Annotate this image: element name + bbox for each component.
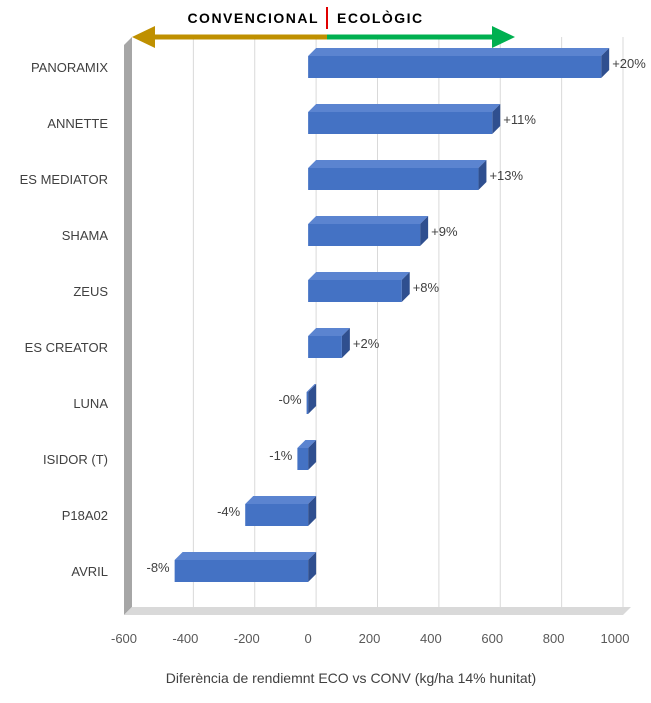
- bar: [308, 104, 501, 134]
- data-label: +9%: [431, 224, 458, 239]
- floor: [124, 607, 631, 615]
- data-label: -1%: [269, 448, 293, 463]
- category-label: P18A02: [62, 508, 108, 523]
- data-labels: +20% +11% +13% +9% +8% +2% -0% -1% -4% -8%: [147, 56, 647, 575]
- bar-top-face: [308, 160, 487, 168]
- bar-top-face: [174, 552, 317, 560]
- x-tick-label: -200: [234, 631, 260, 646]
- bar-front-face: [308, 280, 402, 302]
- header-right-label: ECOLÒGIC: [337, 9, 424, 26]
- bar: [245, 496, 317, 526]
- category-label: PANORAMIX: [31, 60, 108, 75]
- bar-side-face: [308, 552, 317, 582]
- category-label: ISIDOR (T): [43, 452, 108, 467]
- bar-side-face: [492, 104, 501, 134]
- category-label: ES MEDIATOR: [20, 172, 108, 187]
- bars: [174, 48, 610, 582]
- data-label: +20%: [612, 56, 646, 71]
- bar: [308, 48, 610, 78]
- data-label: +11%: [503, 112, 536, 127]
- category-label: ES CREATOR: [25, 340, 108, 355]
- arrow-right-icon: [492, 26, 515, 48]
- bar: [297, 440, 317, 470]
- data-label: +2%: [353, 336, 380, 351]
- bar-top-face: [245, 496, 317, 504]
- bar-side-face: [478, 160, 487, 190]
- x-tick-label: 1000: [601, 631, 630, 646]
- category-label: LUNA: [73, 396, 108, 411]
- bar-side-face: [308, 384, 317, 414]
- bar: [308, 216, 429, 246]
- direction-header: CONVENCIONAL ECOLÒGIC: [132, 7, 515, 48]
- category-labels: PANORAMIX ANNETTE ES MEDIATOR SHAMA ZEUS ES C…: [20, 60, 109, 579]
- arrow-left-icon: [132, 26, 155, 48]
- bar: [308, 328, 350, 358]
- bar-top-face: [308, 328, 350, 336]
- data-label: -4%: [217, 504, 241, 519]
- category-label: ZEUS: [73, 284, 108, 299]
- bar: [308, 160, 487, 190]
- bar: [306, 384, 317, 414]
- x-tick-label: 600: [481, 631, 503, 646]
- bar-front-face: [308, 336, 342, 358]
- bar-side-face: [308, 496, 317, 526]
- x-tick-labels: -600 -400 -200 0 200 400 600 800 1000: [111, 631, 629, 646]
- header-left-label: CONVENCIONAL: [187, 10, 319, 26]
- bar-top-face: [308, 272, 410, 280]
- bar-side-face: [601, 48, 610, 78]
- bar-front-face: [306, 392, 309, 414]
- category-label: ANNETTE: [47, 116, 108, 131]
- bar-front-face: [297, 448, 309, 470]
- category-label: SHAMA: [62, 228, 109, 243]
- x-tick-label: 0: [305, 631, 312, 646]
- bar-front-face: [174, 560, 309, 582]
- x-tick-label: -600: [111, 631, 137, 646]
- bar-top-face: [308, 48, 610, 56]
- x-tick-label: -400: [172, 631, 198, 646]
- bar: [174, 552, 317, 582]
- bar: [308, 272, 410, 302]
- bar-side-face: [341, 328, 350, 358]
- x-axis-title: Diferència de rendiemnt ECO vs CONV (kg/…: [166, 670, 536, 686]
- bar-front-face: [308, 56, 602, 78]
- bar-side-face: [420, 216, 429, 246]
- data-label: +13%: [489, 168, 523, 183]
- x-tick-label: 200: [359, 631, 381, 646]
- data-label: +8%: [413, 280, 440, 295]
- bar-top-face: [308, 104, 501, 112]
- bar-front-face: [308, 112, 493, 134]
- chart-walls: [124, 37, 631, 615]
- bar-side-face: [401, 272, 410, 302]
- bar-front-face: [308, 224, 421, 246]
- data-label: -0%: [278, 392, 302, 407]
- bar-top-face: [306, 384, 317, 392]
- x-tick-label: 800: [543, 631, 565, 646]
- bar-side-face: [308, 440, 317, 470]
- side-wall: [124, 37, 132, 615]
- category-label: AVRIL: [71, 564, 108, 579]
- data-label: -8%: [147, 560, 171, 575]
- bar-front-face: [245, 504, 309, 526]
- bar-top-face: [297, 440, 317, 448]
- bar-top-face: [308, 216, 429, 224]
- bar-front-face: [308, 168, 479, 190]
- x-tick-label: 400: [420, 631, 442, 646]
